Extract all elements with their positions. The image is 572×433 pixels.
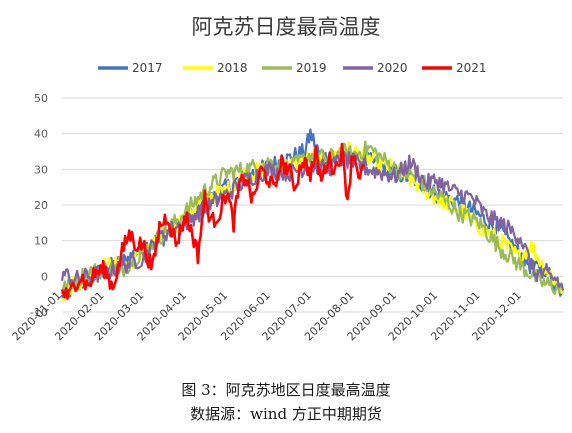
y-axis: -10 0 10 20 30 40 50 [30, 92, 48, 319]
chart-title: 阿克苏日度最高温度 [192, 15, 381, 39]
line-chart: 阿克苏日度最高温度 2017 2018 2019 2020 2021 -10 0 10 20 3… [10, 15, 565, 343]
x-axis: 2020-01-012020-02-012020-03-012020-04-01… [10, 289, 524, 343]
y-tick-label: 50 [34, 92, 48, 105]
legend-label: 2019 [296, 61, 327, 75]
legend: 2017 2018 2019 2020 2021 [98, 61, 487, 75]
y-tick-label: -10 [30, 306, 48, 319]
y-tick-label: 30 [34, 163, 48, 176]
legend-label: 2020 [377, 61, 408, 75]
legend-label: 2021 [456, 61, 487, 75]
y-tick-label: 40 [34, 128, 48, 141]
legend-label: 2017 [132, 61, 163, 75]
y-tick-label: 20 [34, 199, 48, 212]
gridlines [62, 97, 563, 313]
y-tick-label: 10 [34, 235, 48, 248]
legend-label: 2018 [217, 61, 248, 75]
data-source: 数据源：wind 方正中期期货 [190, 405, 382, 423]
series-line-2020 [60, 150, 565, 291]
series-line-2021 [60, 142, 366, 300]
figure-caption: 图 3：阿克苏地区日度最高温度 [181, 381, 391, 399]
plot-area [60, 128, 565, 302]
chart-area: 阿克苏日度最高温度 2017 2018 2019 2020 2021 -10 0 10 20 3… [10, 15, 565, 343]
y-tick-label: 0 [41, 270, 48, 283]
